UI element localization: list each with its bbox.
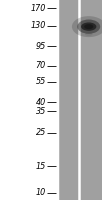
Ellipse shape bbox=[81, 22, 96, 31]
Text: 10: 10 bbox=[36, 188, 46, 197]
Text: 170: 170 bbox=[30, 4, 46, 13]
Ellipse shape bbox=[84, 24, 93, 29]
Text: 70: 70 bbox=[36, 61, 46, 70]
Text: 25: 25 bbox=[36, 128, 46, 137]
Text: 55: 55 bbox=[36, 77, 46, 86]
Text: 15: 15 bbox=[36, 162, 46, 171]
Ellipse shape bbox=[77, 20, 100, 34]
Text: 35: 35 bbox=[36, 107, 46, 116]
Text: 130: 130 bbox=[30, 21, 46, 30]
Ellipse shape bbox=[85, 32, 93, 36]
Bar bbox=[57, 0, 102, 200]
Text: 40: 40 bbox=[36, 98, 46, 107]
Ellipse shape bbox=[72, 16, 102, 37]
Text: 95: 95 bbox=[36, 42, 46, 51]
